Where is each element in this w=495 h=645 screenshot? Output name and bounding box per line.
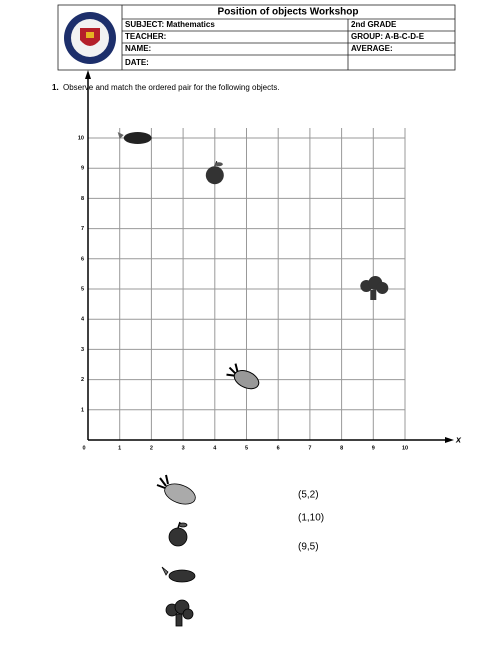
row-value: AVERAGE:	[351, 44, 393, 53]
x-tick-label: 7	[308, 445, 311, 451]
row-label: DATE:	[125, 58, 149, 67]
row-value: 2nd GRADE	[351, 20, 397, 29]
x-tick-label: 4	[213, 445, 217, 451]
row-label: TEACHER:	[125, 32, 166, 41]
object-icon	[226, 363, 260, 390]
x-tick-label: 6	[277, 445, 280, 451]
y-tick-label: 8	[81, 196, 84, 202]
y-tick-label: 7	[81, 226, 84, 232]
header-table	[57, 4, 456, 71]
x-tick-label: 0	[82, 445, 85, 451]
x-tick-label: 8	[340, 445, 343, 451]
object-icon	[205, 161, 224, 185]
answer-option: (5,2)	[298, 490, 319, 501]
title: Position of objects Workshop	[218, 7, 359, 18]
y-tick-label: 5	[81, 286, 84, 292]
y-tick-label: 6	[81, 256, 84, 262]
y-tick-label: 4	[81, 317, 85, 323]
x-tick-label: 5	[245, 445, 248, 451]
row-value: GROUP: A-B-C-D-E	[351, 32, 425, 41]
y-tick-label: 2	[81, 377, 84, 383]
x-tick-label: 9	[372, 445, 375, 451]
y-tick-label: 3	[81, 347, 84, 353]
x-tick-label: 2	[150, 445, 153, 451]
answer-option: (1,10)	[298, 513, 324, 524]
x-arrow	[445, 437, 454, 443]
instruction-text: Observe and match the ordered pair for t…	[63, 83, 280, 92]
y-arrow	[85, 70, 91, 79]
x-axis-label: x	[455, 434, 462, 444]
x-tick-label: 10	[402, 445, 408, 451]
logo	[64, 12, 116, 64]
y-tick-label: 9	[81, 166, 84, 172]
x-tick-label: 3	[182, 445, 185, 451]
y-tick-label: 10	[78, 135, 84, 141]
instruction-number: 1.	[52, 83, 59, 92]
object-icon	[360, 276, 389, 300]
answer-icons	[156, 474, 196, 627]
answer-option: (9,5)	[298, 542, 319, 553]
object-icon	[117, 132, 152, 144]
x-tick-label: 1	[118, 445, 121, 451]
y-tick-label: 1	[81, 407, 84, 413]
row-label: SUBJECT: Mathematics	[125, 20, 215, 29]
row-label: NAME:	[125, 44, 151, 53]
